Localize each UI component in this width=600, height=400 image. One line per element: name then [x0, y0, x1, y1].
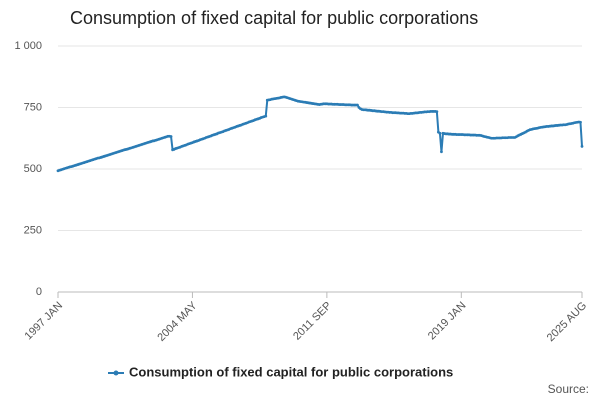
y-tick-label: 500 — [24, 163, 42, 175]
y-tick-label: 250 — [24, 224, 42, 236]
x-tick-label: 2004 MAY — [155, 299, 200, 344]
x-tick-label: 1997 JAN — [23, 300, 66, 343]
point — [264, 114, 268, 118]
legend-marker — [113, 370, 119, 376]
chart-title: Consumption of fixed capital for public … — [70, 8, 478, 28]
x-tick-label: 2025 AUG — [545, 300, 589, 344]
point — [580, 144, 584, 148]
point — [169, 135, 173, 138]
y-tick-label: 0 — [36, 286, 42, 298]
y-tick-label: 1 000 — [14, 40, 42, 52]
point — [435, 110, 439, 114]
point — [438, 131, 442, 135]
point — [440, 150, 443, 154]
x-tick-label: 2011 SEP — [291, 300, 334, 343]
legend-label: Consumption of fixed capital for public … — [129, 364, 453, 379]
y-tick-label: 750 — [24, 101, 42, 113]
source: Source: — [548, 382, 589, 396]
point — [579, 120, 582, 124]
x-tick-label: 2019 JAN — [426, 300, 469, 343]
point — [356, 103, 359, 107]
